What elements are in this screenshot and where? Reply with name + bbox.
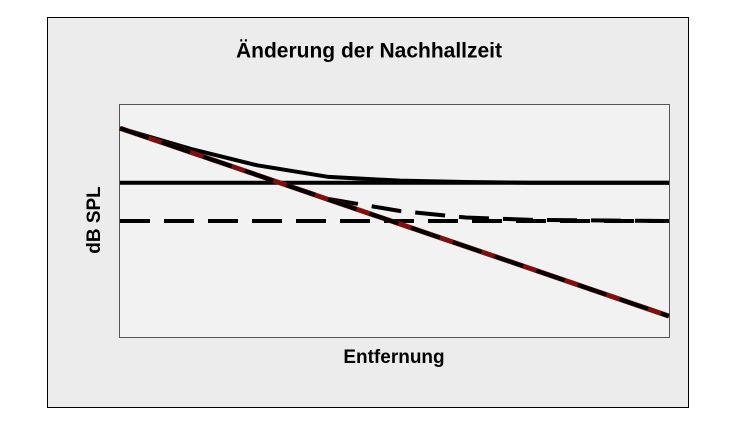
chart-title: Änderung der Nachhallzeit [236,40,502,63]
line [119,126,670,319]
x-axis-label: Entfernung [343,347,444,368]
y-axis-label: dB SPL [84,186,105,254]
line [119,126,669,185]
line [119,126,670,223]
